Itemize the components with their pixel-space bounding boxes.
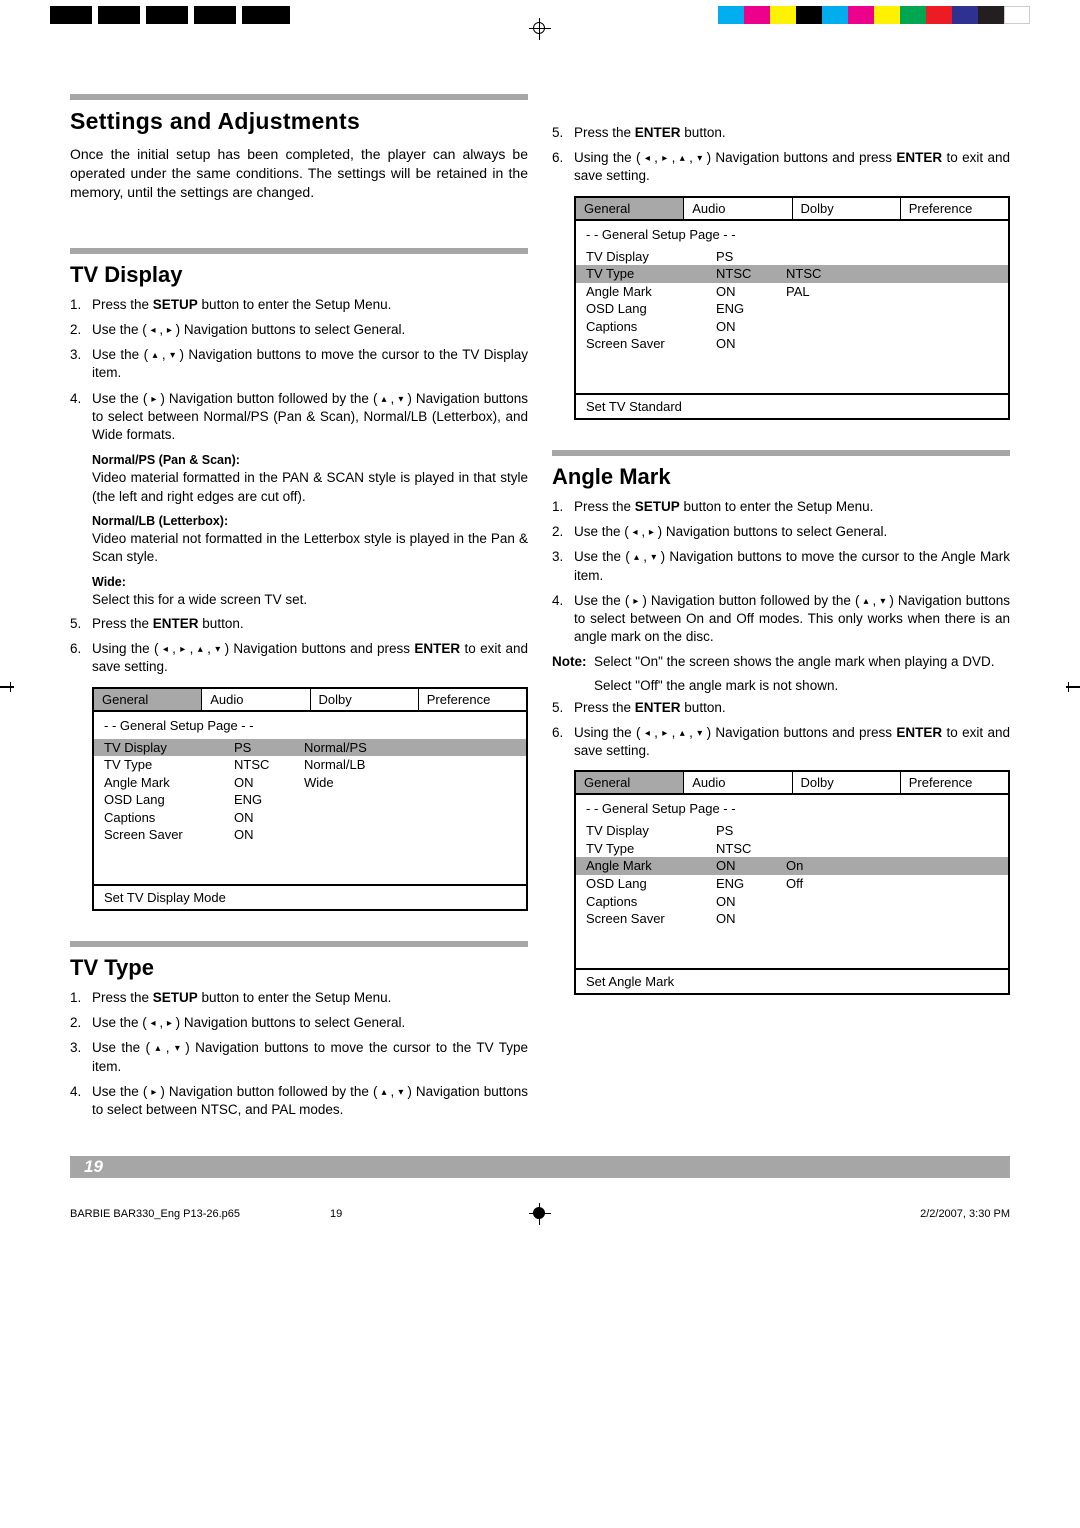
step: Press the SETUP button to enter the Setu… [70,989,528,1007]
osd-row: Angle MarkONWide [94,774,526,792]
osd-foot: Set Angle Mark [576,970,1008,993]
osd-tab-dolby: Dolby [793,198,901,219]
angle-mark-steps: Press the SETUP button to enter the Setu… [552,498,1010,647]
footer: BARBIE BAR330_Eng P13-26.p65 19 2/2/2007… [0,1178,1080,1240]
angle-mark-note: Note: Select "On" the screen shows the a… [552,653,1010,671]
crosshair-top-icon [529,18,551,40]
osd-tab-preference: Preference [901,772,1008,793]
osd-tv-type: General Audio Dolby Preference - - Gener… [574,196,1010,420]
step: Use the ( ◂ , ▸ ) Navigation buttons to … [70,321,528,339]
page-number: 19 [70,1157,103,1177]
osd-row: OSD LangENG [576,300,1008,318]
angle-mark-note-2: Select "Off" the angle mark is not shown… [552,678,1010,693]
osd-title: - - General Setup Page - - [94,716,526,739]
step: Press the SETUP button to enter the Setu… [70,296,528,314]
step: Use the ( ◂ , ▸ ) Navigation buttons to … [70,1014,528,1032]
section-rule [70,94,528,100]
osd-tab-audio: Audio [684,198,792,219]
tv-display-defs: Normal/PS (Pan & Scan):Video material fo… [70,451,528,609]
osd-tab-general: General [576,198,684,219]
step: Using the ( ◂ , ▸ , ▴ , ▾ ) Navigation b… [552,149,1010,185]
settings-heading: Settings and Adjustments [70,108,528,135]
osd-title: - - General Setup Page - - [576,225,1008,248]
step: Using the ( ◂ , ▸ , ▴ , ▾ ) Navigation b… [70,640,528,676]
osd-tv-display: General Audio Dolby Preference - - Gener… [92,687,528,911]
osd-row: Screen SaverON [94,826,526,844]
crosshair-bottom-icon [529,1203,551,1225]
osd-row: Angle MarkONPAL [576,283,1008,301]
osd-title: - - General Setup Page - - [576,799,1008,822]
osd-tab-audio: Audio [684,772,792,793]
right-column: Press the ENTER button. Using the ( ◂ , … [552,94,1010,1126]
tv-type-steps: Press the SETUP button to enter the Setu… [70,989,528,1119]
osd-foot: Set TV Standard [576,395,1008,418]
osd-row: TV TypeNTSCNTSC [576,265,1008,283]
tv-display-steps: Press the SETUP button to enter the Setu… [70,296,528,445]
step: Use the ( ▴ , ▾ ) Navigation buttons to … [70,346,528,382]
step: Press the SETUP button to enter the Setu… [552,498,1010,516]
osd-row: Screen SaverON [576,335,1008,353]
osd-tab-audio: Audio [202,689,310,710]
osd-row: TV TypeNTSC [576,840,1008,858]
step: Use the ( ▸ ) Navigation button followed… [70,390,528,445]
osd-angle-mark: General Audio Dolby Preference - - Gener… [574,770,1010,994]
step: Use the ( ▴ , ▾ ) Navigation buttons to … [70,1039,528,1075]
left-column: Settings and Adjustments Once the initia… [70,94,528,1126]
osd-tab-general: General [576,772,684,793]
footer-file: BARBIE BAR330_Eng P13-26.p65 [70,1208,330,1220]
crop-mark-left [0,686,14,688]
crop-mark-right [1066,686,1080,688]
osd-row: OSD LangENGOff [576,875,1008,893]
osd-row: CaptionsON [94,809,526,827]
step: Press the ENTER button. [552,699,1010,717]
footer-date: 2/2/2007, 3:30 PM [920,1208,1010,1220]
tv-type-steps-2: Press the ENTER button. Using the ( ◂ , … [552,124,1010,186]
step: Use the ( ▴ , ▾ ) Navigation buttons to … [552,548,1010,584]
osd-row: Angle MarkONOn [576,857,1008,875]
section-rule [70,248,528,254]
step: Use the ( ▸ ) Navigation button followed… [552,592,1010,647]
osd-row: TV DisplayPS [576,822,1008,840]
section-rule [70,941,528,947]
angle-mark-heading: Angle Mark [552,464,1010,490]
step: Use the ( ◂ , ▸ ) Navigation buttons to … [552,523,1010,541]
page-number-bar: 19 [70,1156,1010,1178]
settings-intro: Once the initial setup has been complete… [70,145,528,202]
osd-row: TV Display PS Normal/PS [94,739,526,757]
tv-display-steps-2: Press the ENTER button. Using the ( ◂ , … [70,615,528,677]
angle-mark-steps-2: Press the ENTER button. Using the ( ◂ , … [552,699,1010,761]
osd-tab-general: General [94,689,202,710]
osd-tab-preference: Preference [419,689,526,710]
osd-tab-dolby: Dolby [311,689,419,710]
tv-type-heading: TV Type [70,955,528,981]
tv-display-heading: TV Display [70,262,528,288]
osd-row: CaptionsON [576,893,1008,911]
step: Press the ENTER button. [70,615,528,633]
osd-row: CaptionsON [576,318,1008,336]
osd-row: TV TypeNTSCNormal/LB [94,756,526,774]
osd-foot: Set TV Display Mode [94,886,526,909]
osd-tab-preference: Preference [901,198,1008,219]
section-rule [552,450,1010,456]
step: Use the ( ▸ ) Navigation button followed… [70,1083,528,1119]
osd-tab-dolby: Dolby [793,772,901,793]
step: Using the ( ◂ , ▸ , ▴ , ▾ ) Navigation b… [552,724,1010,760]
footer-page: 19 [330,1208,450,1220]
osd-row: OSD LangENG [94,791,526,809]
osd-row: TV DisplayPS [576,248,1008,266]
osd-row: Screen SaverON [576,910,1008,928]
step: Press the ENTER button. [552,124,1010,142]
